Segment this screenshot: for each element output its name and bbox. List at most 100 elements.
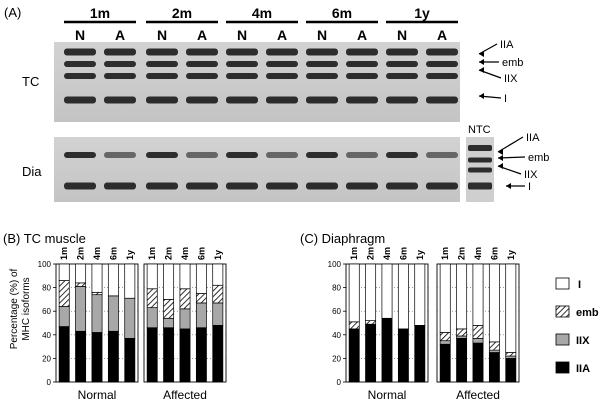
gel-band: [226, 48, 258, 56]
band-label: emb: [502, 57, 523, 69]
bar-segment-iia: [58, 326, 70, 383]
y-axis-label: Percentage (%) of MHC isoforms: [9, 268, 32, 349]
bar-segment-emb: [163, 299, 175, 319]
gel-band: [226, 61, 258, 67]
arrow-head: [506, 183, 511, 189]
legend-swatch-emb: [555, 305, 570, 318]
bar-segment-iia: [397, 328, 409, 383]
gel-band: [146, 73, 178, 79]
gel-band: [426, 48, 458, 56]
bar-segment-iix: [472, 337, 484, 344]
gel-band: [226, 96, 258, 104]
legend-swatch-iia: [555, 361, 570, 374]
bar-segment-iix: [505, 355, 517, 359]
gel-band: [104, 152, 136, 158]
chart-diaphragm-normal: 0 20 40 60 80 100 1m 2m 4m 6m 1y Normal: [328, 247, 429, 402]
bar-segment-i: [414, 263, 426, 326]
gel-band: [64, 48, 96, 56]
bar-segment-i: [163, 263, 175, 300]
y-tick-label: 40: [42, 331, 51, 340]
y-tick-label: 60: [332, 307, 341, 316]
bar-segment-i: [91, 263, 103, 293]
bar-segment-i: [439, 263, 451, 333]
gel-band: [386, 61, 418, 67]
bar-segment-iia: [381, 317, 393, 383]
y-tick-label: 40: [332, 331, 341, 340]
arrow-head: [498, 155, 503, 161]
category-label: 6m: [489, 247, 499, 260]
arrow-head: [479, 67, 484, 73]
y-tick-label: 0: [47, 378, 52, 387]
bar-segment-iia: [472, 342, 484, 383]
bar-segment-iix: [107, 295, 119, 332]
category-label: 1m: [147, 247, 157, 260]
y-tick-label: 100: [38, 260, 52, 269]
bar-segment-iix: [163, 317, 175, 329]
bar-segment-iia: [91, 332, 103, 383]
chart-tc-muscle-normal: 0 20 40 60 80 100 1m 2m 4m 6m 1y Normal: [38, 247, 139, 402]
gel-band: [104, 182, 136, 190]
band-label: I: [504, 93, 507, 105]
gel-band: [146, 152, 178, 158]
gel-band: [346, 61, 378, 67]
gel-band: [468, 145, 492, 151]
age-label: 6m: [332, 5, 352, 21]
panel-a-label: (A): [4, 5, 21, 20]
category-label: 4m: [180, 247, 190, 260]
legend-swatch-iix: [555, 333, 570, 346]
chart-title: Affected: [456, 388, 500, 402]
bar-segment-i: [381, 263, 393, 319]
bar-segment-i: [472, 263, 484, 326]
gel-band: [226, 152, 258, 158]
age-label: 1m: [90, 5, 110, 21]
y-tick-label: 80: [332, 284, 341, 293]
gel-band: [64, 73, 96, 79]
bar-segment-iia: [505, 358, 517, 383]
gel-band: [186, 73, 218, 79]
lane-label: A: [115, 27, 125, 43]
gel-band: [266, 73, 298, 79]
y-axis-label-line1: Percentage (%) of: [9, 268, 20, 349]
bar-segment-emb: [58, 280, 70, 307]
ntc-label: NTC: [468, 124, 491, 136]
bar-segment-iix: [91, 294, 103, 333]
gel-band: [186, 96, 218, 104]
gel-band: [146, 61, 178, 67]
gel-band: [266, 96, 298, 104]
category-label: 4m: [382, 247, 392, 260]
lane-label: A: [277, 27, 287, 43]
gel-band: [104, 61, 136, 67]
gel-band: [306, 182, 338, 190]
gel-band: [104, 73, 136, 79]
band-arrow: [497, 136, 524, 153]
legend: I emb IIX IIA: [555, 277, 599, 375]
y-tick-label: 80: [42, 284, 51, 293]
bar-segment-iia: [212, 325, 224, 383]
bar-segment-iia: [107, 330, 119, 383]
chart-title: Normal: [78, 388, 117, 402]
category-label: 1y: [125, 250, 135, 260]
gel-band: [64, 96, 96, 104]
bar-segment-emb: [195, 293, 207, 304]
gel-band: [426, 61, 458, 67]
band-label: IIX: [524, 169, 538, 181]
arrow-head: [479, 51, 484, 57]
bar-segment-iia: [75, 330, 87, 383]
gel-band: [64, 61, 96, 67]
category-label: 1y: [415, 250, 425, 260]
bar-segment-iix: [212, 302, 224, 326]
bar-segment-iia: [163, 327, 175, 383]
legend-label-emb: emb: [576, 307, 599, 319]
y-tick-label: 20: [42, 354, 51, 363]
gel-band: [468, 157, 492, 163]
gel-band: [146, 96, 178, 104]
bar-segment-iia: [195, 327, 207, 383]
gel-label-tc: TC: [22, 74, 39, 89]
band-label: emb: [528, 152, 549, 164]
legend-label-iia: IIA: [576, 363, 590, 375]
legend-label-iix: IIX: [576, 335, 590, 347]
bar-segment-emb: [488, 341, 500, 351]
panel-c-label: (C) Diaphragm: [300, 231, 385, 246]
gel-band: [226, 73, 258, 79]
